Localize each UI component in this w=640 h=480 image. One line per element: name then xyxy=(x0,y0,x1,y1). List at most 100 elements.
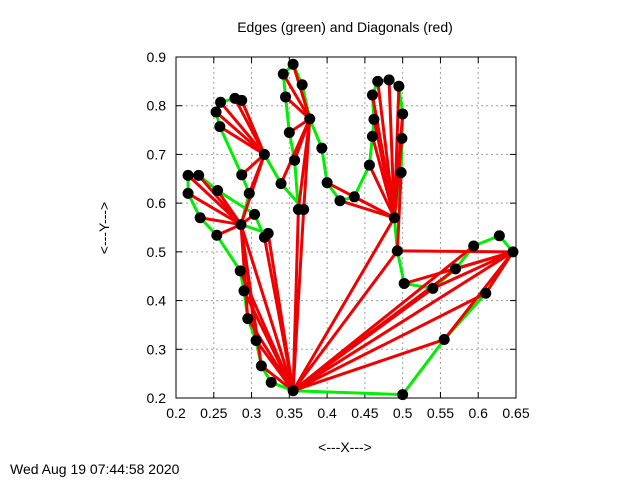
diagonal-segment xyxy=(262,235,295,393)
y-tick-label: 0.6 xyxy=(147,195,167,211)
y-axis-label: <---Y---> xyxy=(96,202,112,254)
edge-segment xyxy=(215,233,242,273)
diagonal-segment xyxy=(291,291,488,393)
x-tick-label: 0.25 xyxy=(200,405,227,421)
vertex-point xyxy=(255,360,267,372)
vertex-point xyxy=(388,212,400,224)
x-tick-label: 0.5 xyxy=(393,405,413,421)
vertex-point xyxy=(366,130,378,142)
vertex-point xyxy=(250,335,262,347)
vertex-point xyxy=(235,219,247,231)
diagonal-segment xyxy=(325,181,396,220)
diagonal-segment xyxy=(214,110,266,156)
diagonal-segment xyxy=(484,250,515,295)
edge-segment xyxy=(284,95,291,135)
vertex-point xyxy=(397,108,409,120)
vertex-point xyxy=(321,177,333,189)
y-tick-labels: 0.2 0.3 0.4 0.5 0.6 0.7 0.8 0.9 xyxy=(147,49,167,406)
diagonal-segment xyxy=(218,125,266,156)
x-tick-label: 0.45 xyxy=(351,405,378,421)
chart-title: Edges (green) and Diagonals (red) xyxy=(237,19,453,35)
diagonal-segment xyxy=(291,207,306,393)
diagonal-segment xyxy=(338,199,396,220)
vertex-point xyxy=(234,265,246,277)
x-tick-label: 0.65 xyxy=(502,405,529,421)
vertex-point xyxy=(275,178,287,190)
y-tick-label: 0.2 xyxy=(147,390,167,406)
vertex-point xyxy=(398,278,410,290)
diagonal-segment xyxy=(291,338,446,393)
vertex-point xyxy=(249,208,261,220)
diagonal-segment xyxy=(239,223,295,393)
diagonal-segment xyxy=(240,98,266,156)
diagonal-segment xyxy=(392,84,401,220)
vertex-point xyxy=(363,159,375,171)
vertices-layer xyxy=(182,58,519,401)
vertex-point xyxy=(214,121,226,133)
diagonal-segment xyxy=(291,249,399,393)
vertex-point xyxy=(242,313,254,325)
vertex-point xyxy=(296,79,308,91)
diagonal-segment xyxy=(279,117,312,186)
diagonal-segment xyxy=(198,216,243,227)
vertex-point xyxy=(265,376,277,388)
vertex-point xyxy=(212,184,224,196)
vertex-point xyxy=(480,287,492,299)
diagonal-segment xyxy=(291,250,515,393)
diagonal-segment xyxy=(291,62,312,121)
diagonal-segment xyxy=(254,339,295,393)
y-tick-label: 0.5 xyxy=(147,244,167,260)
vertex-point xyxy=(397,389,409,401)
vertex-point xyxy=(438,334,450,346)
edge-segment xyxy=(291,389,405,397)
edge-segment xyxy=(262,152,283,186)
vertex-point xyxy=(280,91,292,103)
x-tick-label: 0.55 xyxy=(427,405,454,421)
diagonal-segment xyxy=(219,100,266,156)
vertex-point xyxy=(391,245,403,257)
vertex-point xyxy=(304,113,316,125)
y-tick-label: 0.8 xyxy=(147,98,167,114)
diagonal-segment xyxy=(291,216,396,393)
vertex-point xyxy=(372,75,384,87)
vertex-point xyxy=(258,148,270,160)
vertex-point xyxy=(395,166,407,178)
x-tick-label: 0.6 xyxy=(468,405,488,421)
x-tick-label: 0.2 xyxy=(166,405,186,421)
diagonal-segment xyxy=(302,117,312,211)
vertex-point xyxy=(287,58,299,70)
diagonal-segment xyxy=(370,134,396,220)
diagonal-segment xyxy=(431,250,515,290)
diagonal-segment xyxy=(281,72,312,121)
vertex-point xyxy=(238,285,250,297)
vertex-point xyxy=(348,191,360,203)
vertex-point xyxy=(193,169,205,181)
edge-segment xyxy=(216,188,257,216)
vertex-point xyxy=(287,385,299,397)
x-tick-label: 0.4 xyxy=(317,405,337,421)
vertex-point xyxy=(236,169,248,181)
diagonal-segment xyxy=(395,170,403,253)
y-tick-label: 0.7 xyxy=(147,146,167,162)
vertex-point xyxy=(277,68,289,80)
vertex-point xyxy=(493,230,505,242)
diagonal-segment xyxy=(291,286,435,393)
vertex-point xyxy=(298,203,310,215)
edge-segment xyxy=(395,249,406,286)
vertex-point xyxy=(334,195,346,207)
x-tick-label: 0.3 xyxy=(242,405,262,421)
edge-segment xyxy=(352,163,371,199)
diagonal-segment xyxy=(259,364,295,393)
vertex-point xyxy=(396,132,408,144)
y-tick-label: 0.9 xyxy=(147,49,167,65)
vertex-point xyxy=(194,212,206,224)
diagonal-segment xyxy=(387,78,396,220)
diagonal-segment xyxy=(367,163,396,220)
edge-segment xyxy=(401,338,446,397)
edge-segment xyxy=(320,146,329,185)
vertex-point xyxy=(210,106,222,118)
vertex-point xyxy=(383,74,395,86)
diagonal-segment xyxy=(442,250,515,342)
vertex-point xyxy=(229,92,241,104)
